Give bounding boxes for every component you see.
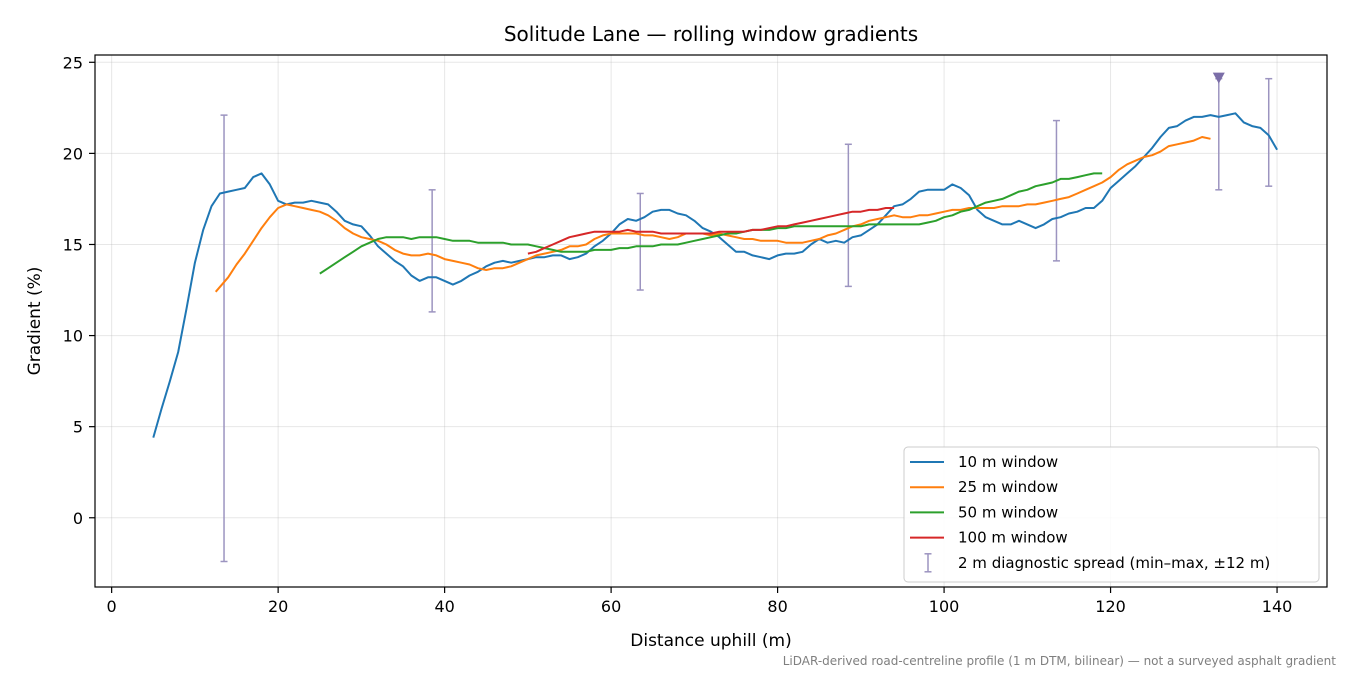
legend-label: 2 m diagnostic spread (min–max, ±12 m): [958, 554, 1270, 572]
y-axis-label: Gradient (%): [25, 267, 45, 376]
x-tick-label: 40: [434, 597, 454, 616]
y-tick-label: 0: [73, 509, 83, 528]
errorbar-group: [220, 77, 1273, 563]
legend-label: 50 m window: [958, 503, 1058, 521]
grid-lines: [95, 55, 1327, 587]
x-tick-label: 0: [107, 597, 117, 616]
errorbar: [428, 189, 436, 313]
plot-frame: [94, 54, 1328, 588]
y-tick-label: 10: [63, 327, 83, 346]
legend-swatch-errorbar: [924, 553, 932, 573]
errorbar: [220, 114, 228, 563]
series-line-2: [214, 136, 1211, 293]
series-group: [152, 112, 1278, 438]
errorbar: [1265, 77, 1273, 187]
y-tick-label: 25: [63, 53, 83, 72]
legend: 10 m window 25 m window 50 m window 100 m w…: [903, 446, 1320, 583]
x-tick-label: 80: [767, 597, 787, 616]
errorbar: [636, 192, 644, 291]
x-axis-ticks: 0 20 40 60 80 100 120 140: [107, 587, 1293, 616]
series-line-3: [319, 172, 1103, 275]
legend-label: 100 m window: [958, 529, 1068, 547]
errorbar: [844, 143, 852, 288]
legend-label: 10 m window: [958, 453, 1058, 471]
y-tick-label: 5: [73, 418, 83, 437]
series-line-4: [527, 207, 895, 255]
legend-box: [903, 446, 1320, 583]
y-tick-label: 15: [63, 235, 83, 254]
x-tick-label: 120: [1095, 597, 1126, 616]
x-axis-label: Distance uphill (m): [630, 631, 791, 651]
x-tick-label: 100: [929, 597, 960, 616]
x-tick-label: 140: [1262, 597, 1293, 616]
x-tick-label: 60: [601, 597, 621, 616]
footnote: LiDAR-derived road-centreline profile (1…: [783, 654, 1337, 668]
x-tick-label: 20: [268, 597, 288, 616]
peak-marker: [1212, 72, 1225, 84]
marker-group: [1212, 72, 1225, 84]
chart-title: Solitude Lane — rolling window gradients: [504, 22, 918, 46]
y-tick-label: 20: [63, 144, 83, 163]
y-axis-ticks: 0 5 10 15 20 25: [63, 53, 95, 528]
errorbar: [1052, 119, 1060, 262]
legend-label: 25 m window: [958, 478, 1058, 496]
